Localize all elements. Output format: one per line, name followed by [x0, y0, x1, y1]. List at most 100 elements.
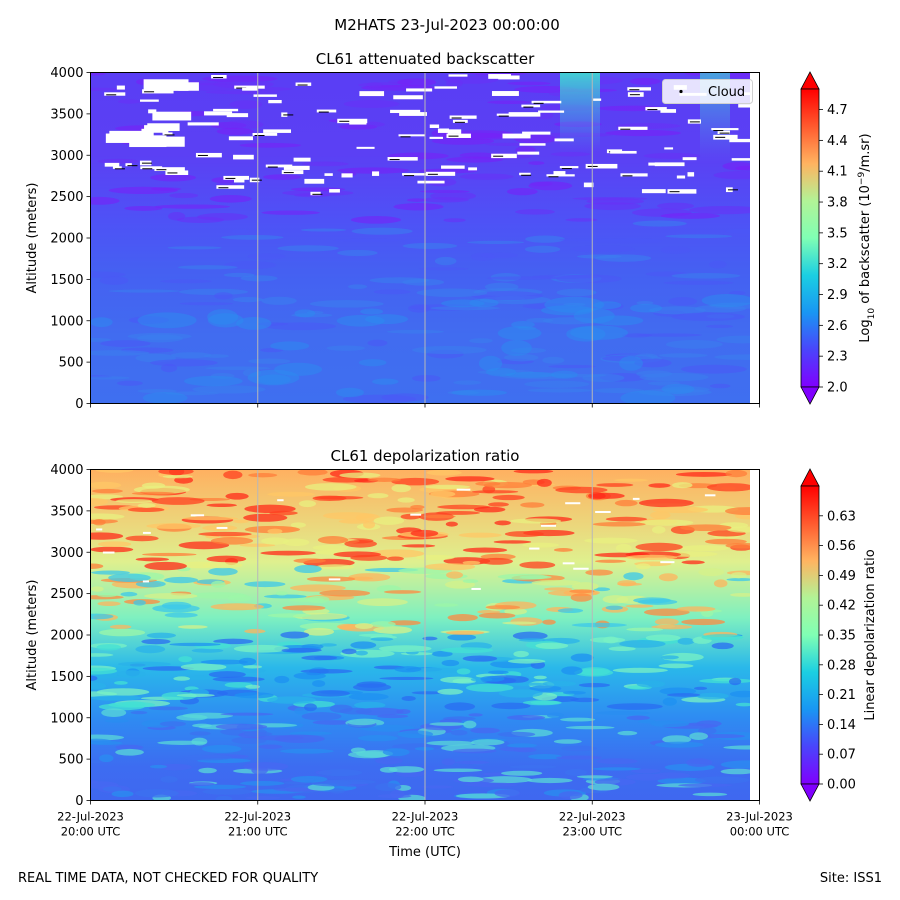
y-tick-label: 2500 [50, 190, 83, 205]
depolarization-cell [626, 627, 664, 632]
depolarization-cell [677, 637, 695, 645]
backscatter-heatmap [91, 72, 750, 403]
backscatter-cell [722, 161, 750, 171]
depolarization-cell [606, 703, 663, 710]
y-tick-label: 3000 [50, 149, 83, 164]
depolarization-ylabel: Altitude (meters) [25, 580, 40, 691]
cloud-flag [387, 157, 418, 161]
depolarization-cell [513, 650, 529, 658]
depolarization-cell [148, 706, 188, 711]
cloud-flag [254, 134, 265, 136]
depolarization-cell [681, 618, 726, 626]
backscatter-cell [478, 355, 503, 372]
depolarization-cell [98, 703, 145, 711]
colorbar-tick-label: 3.2 [827, 257, 848, 272]
backscatter-cell [154, 204, 231, 209]
cloud-flag [129, 135, 167, 148]
depolarization-cell [536, 478, 552, 487]
cloud-flag [225, 177, 236, 179]
colorbar-tick-label: 4.4 [827, 134, 848, 149]
depolarization-cell [643, 608, 690, 616]
cloud-flag [448, 135, 459, 137]
depolarization-cell [91, 691, 118, 697]
backscatter-cell [620, 390, 676, 403]
cloud-flag [104, 92, 126, 96]
depolarization-heatmap [91, 469, 750, 800]
backscatter-cell [528, 161, 545, 165]
x-tick-label: 21:00 UTC [228, 825, 288, 839]
backscatter-cell [713, 171, 750, 180]
cloud-flag [328, 578, 341, 581]
cloud-flag [573, 567, 589, 570]
depolarization-cell [104, 719, 129, 723]
depolarization-cell [424, 563, 476, 571]
backscatter-cell [221, 235, 284, 240]
depolarization-cell [293, 672, 326, 680]
depolarization-cell [298, 500, 317, 508]
depolarization-cell [570, 593, 593, 602]
cloud-flag [533, 102, 544, 104]
backscatter-cell [658, 353, 708, 358]
backscatter-cell [592, 238, 663, 244]
depolarization-cell [518, 638, 547, 642]
backscatter-y-ticks: 0 500 1000 1500 2000 2500 3000 3500 4000 [50, 66, 91, 412]
depolarization-cell [223, 470, 243, 480]
backscatter-ylabel: Altitude (meters) [25, 183, 40, 294]
backscatter-cell [360, 308, 384, 315]
depolarization-cell [529, 685, 562, 692]
depolarization-cell [464, 782, 518, 788]
depolarization-cell [91, 738, 112, 745]
depolarization-cell [652, 506, 709, 514]
depolarization-cell [445, 476, 495, 482]
cloud-flag [252, 132, 278, 136]
cloud-flag [618, 126, 648, 130]
depolarization-cell [251, 766, 268, 775]
cloud-flags [104, 74, 750, 196]
cloud-flag [114, 168, 125, 170]
depolarization-cell [280, 748, 334, 754]
cloud-flag [242, 87, 258, 91]
depolarization-cell [177, 625, 208, 629]
backscatter-cell [671, 312, 745, 322]
depolarization-cell [146, 523, 201, 529]
backscatter-cell [116, 380, 143, 386]
depolarization-cell [91, 779, 99, 784]
colorbar-gradient [800, 88, 820, 388]
cloud-flag [195, 152, 222, 158]
colorbar-tick-label: 2.6 [827, 319, 848, 334]
y-tick-label: 500 [59, 356, 84, 371]
depolarization-cell [348, 573, 391, 582]
cloud-flag [429, 136, 443, 139]
cloud-flag [449, 115, 477, 119]
depolarization-cell [645, 634, 681, 642]
depolarization-cell [137, 503, 156, 508]
cloud-flag [218, 187, 229, 189]
cloud-flag [211, 74, 227, 79]
y-tick-label: 2000 [50, 629, 83, 644]
depolarization-cell [498, 689, 543, 698]
depolarization-cell [240, 780, 285, 786]
cloud-flag [583, 182, 594, 188]
backscatter-cell [416, 288, 488, 298]
cloud-flag [148, 109, 157, 114]
cloud-flag [125, 163, 132, 167]
cloud-flag [329, 189, 340, 193]
depolarization-cell [570, 653, 594, 662]
grid-lines [257, 72, 593, 404]
depolarization-cell [504, 608, 528, 615]
backscatter-cell [229, 100, 263, 109]
depolarization-cell [227, 594, 252, 602]
depolarization-cell [269, 510, 298, 516]
backscatter-cell [570, 245, 636, 253]
cloud-flag [468, 167, 478, 171]
depolarization-cell [300, 668, 353, 674]
depolarization-cell [301, 655, 338, 661]
depolarization-cell [91, 586, 104, 592]
cloud-flag [156, 169, 167, 171]
depolarization-cell [329, 788, 345, 794]
depolarization-cell [101, 708, 127, 717]
depolarization-cell [394, 666, 422, 673]
depolarization-cell [397, 730, 434, 739]
backscatter-cell [418, 267, 469, 271]
depolarization-cell [558, 791, 583, 800]
